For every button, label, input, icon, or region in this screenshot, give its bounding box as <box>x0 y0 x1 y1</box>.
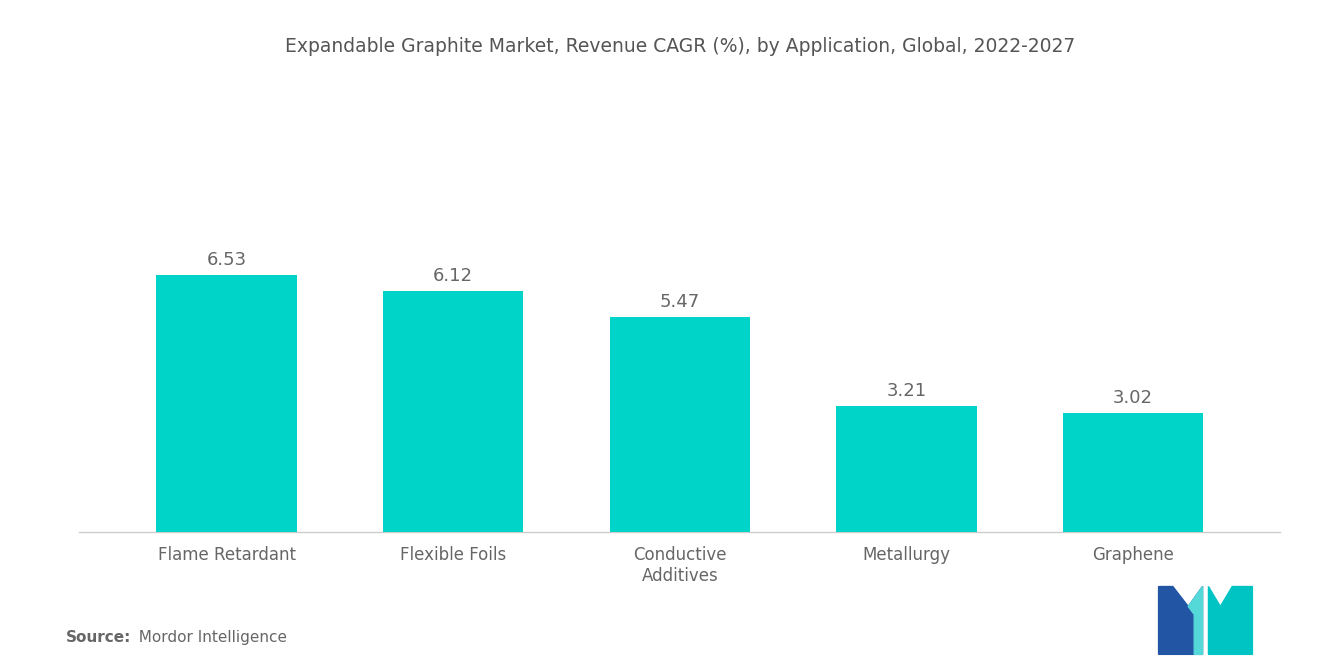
Polygon shape <box>1209 587 1253 654</box>
Title: Expandable Graphite Market, Revenue CAGR (%), by Application, Global, 2022-2027: Expandable Graphite Market, Revenue CAGR… <box>285 37 1074 56</box>
Bar <box>1063 413 1204 532</box>
Polygon shape <box>1159 587 1203 654</box>
Bar <box>156 275 297 532</box>
Text: 6.12: 6.12 <box>433 267 473 285</box>
Text: 5.47: 5.47 <box>660 293 700 311</box>
Text: 3.02: 3.02 <box>1113 389 1154 408</box>
Polygon shape <box>1188 587 1203 654</box>
Bar <box>610 317 750 532</box>
Text: 3.21: 3.21 <box>886 382 927 400</box>
Text: Mordor Intelligence: Mordor Intelligence <box>129 630 288 645</box>
Text: 6.53: 6.53 <box>206 251 247 269</box>
Bar <box>836 406 977 532</box>
Text: Source:: Source: <box>66 630 132 645</box>
Bar <box>383 291 524 532</box>
